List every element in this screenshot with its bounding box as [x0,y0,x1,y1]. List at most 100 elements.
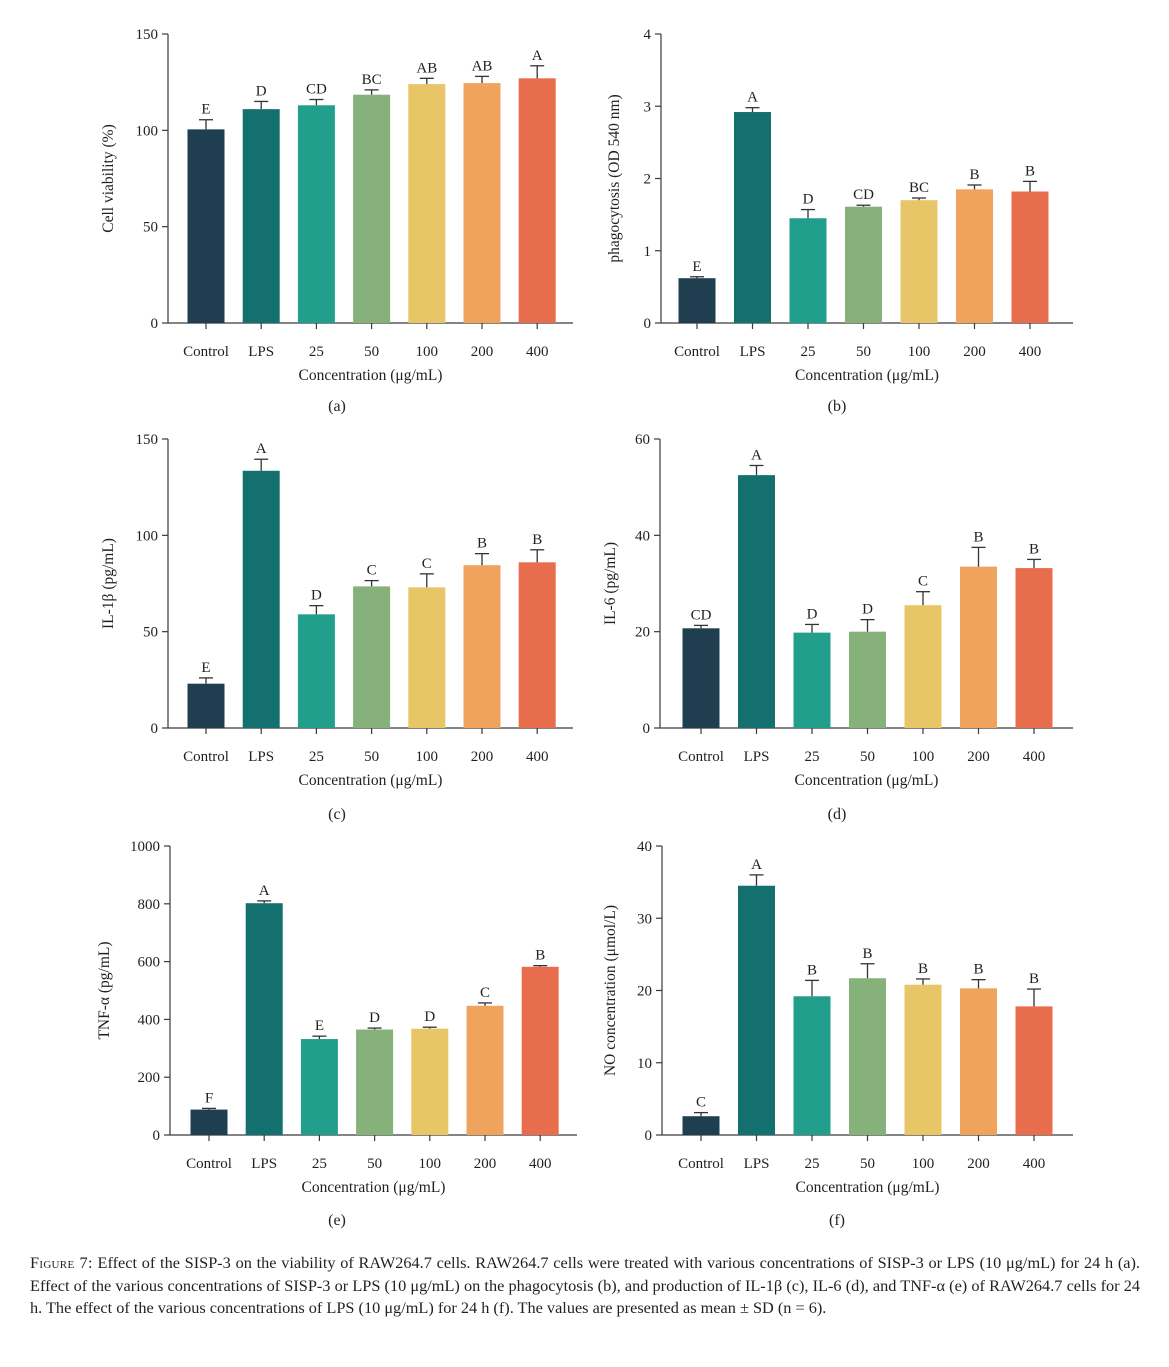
significance-letter: BC [909,180,929,196]
panel-label-d: (d) [827,806,847,823]
bar [793,996,831,1135]
chart-c-svg: 0 50 100 150 E Control A LPS D 25 C 50 C 100 B 200 B 400 C… [100,432,573,789]
y-tick-label: 0 [643,721,651,737]
bar [297,614,335,728]
x-tick-label: 200 [474,1156,497,1172]
x-tick-label: 200 [471,344,494,360]
significance-letter: D [862,602,873,618]
x-tick-label: LPS [248,344,274,360]
x-tick-label: LPS [740,344,766,360]
chart-panel-f: 0 10 20 30 40 C Control A LPS B 25 B 50 B 100 B 200 B 400 C… [495,812,1079,1229]
bar [190,1109,228,1135]
x-tick-label: 100 [912,1156,935,1172]
y-tick-label: 1000 [130,839,160,855]
chart-panel-a: 0 50 100 150 E Control D LPS CD 25 BC 50 AB 100 AB 200 A… [0,0,584,415]
significance-letter: CD [853,187,874,203]
chart-e-svg: 0 200 400 600 800 1000 F Control A LPS E 25 D 50 D 100 C… [96,839,577,1196]
significance-letter: C [918,574,928,590]
x-tick-label: 400 [1023,1156,1046,1172]
y-tick-label: 40 [635,528,650,544]
bar [356,1029,394,1135]
bar [682,1116,720,1135]
y-axis-title: phagocytosis (OD 540 nm) [606,94,623,262]
significance-letter: C [422,556,432,572]
y-tick-label: 0 [153,1128,161,1144]
x-tick-label: LPS [744,749,770,765]
y-tick-label: 20 [637,984,652,1000]
significance-letter: AB [416,60,437,76]
bar [793,632,831,728]
x-axis-title: Concentration (μg/mL) [302,1179,446,1196]
significance-letter: E [201,660,210,676]
x-tick-label: 50 [364,749,379,765]
y-tick-label: 100 [136,528,159,544]
significance-letter: B [918,961,928,977]
x-axis-title: Concentration (μg/mL) [796,1179,940,1196]
significance-letter: D [807,606,818,622]
significance-letter: A [751,447,762,463]
y-tick-label: 4 [644,27,652,43]
significance-letter: C [367,563,377,579]
x-tick-label: 50 [860,1156,875,1172]
y-tick-label: 150 [136,27,159,43]
y-tick-label: 150 [136,432,159,448]
significance-letter: D [803,192,814,208]
x-tick-label: 50 [364,344,379,360]
y-tick-label: 60 [635,432,650,448]
y-tick-label: 100 [136,123,159,139]
x-tick-label: Control [678,1156,724,1172]
y-axis-title: IL-6 (pg/mL) [602,542,619,625]
bar [956,189,993,323]
significance-letter: B [973,529,983,545]
significance-letter: BC [362,72,382,88]
significance-letter: B [807,962,817,978]
significance-letter: D [424,1009,435,1025]
bar [904,605,942,728]
x-tick-label: 400 [526,749,549,765]
bar [353,586,391,728]
significance-letter: F [205,1090,213,1106]
bar [408,587,446,728]
x-tick-label: 25 [801,344,816,360]
x-tick-label: 100 [416,749,439,765]
y-axis-title: TNF-α (pg/mL) [96,941,113,1039]
bar [300,1039,338,1135]
bar [682,628,720,728]
x-tick-label: 400 [526,344,549,360]
significance-letter: B [973,962,983,978]
panel-label-b: (b) [827,398,847,415]
x-tick-label: 25 [805,749,820,765]
x-tick-label: 200 [963,344,986,360]
significance-letter: A [751,857,762,873]
x-tick-label: LPS [248,749,274,765]
significance-letter: C [480,985,490,1001]
significance-letter: AB [472,58,493,74]
x-tick-label: 100 [419,1156,442,1172]
significance-letter: B [1025,163,1035,179]
chart-f-svg: 0 10 20 30 40 C Control A LPS B 25 B 50 B 100 B 200 B 400 C… [602,839,1073,1196]
bar [904,984,942,1135]
bar [521,966,559,1135]
x-tick-label: 50 [367,1156,382,1172]
x-tick-label: Control [183,344,229,360]
y-tick-label: 400 [138,1012,161,1028]
bar [242,470,280,728]
y-tick-label: 50 [143,220,158,236]
x-axis-title: Concentration (μg/mL) [795,772,939,789]
bar [960,988,997,1135]
bar [463,565,501,728]
x-tick-label: 100 [912,749,935,765]
bar [187,683,225,728]
bar [1015,1006,1053,1135]
x-tick-label: 25 [805,1156,820,1172]
y-tick-label: 0 [645,1128,653,1144]
bar [678,278,716,323]
x-tick-label: 25 [312,1156,327,1172]
bar [463,83,501,323]
y-tick-label: 600 [138,955,161,971]
significance-letter: A [747,90,758,106]
significance-letter: B [477,536,487,552]
significance-letter: D [311,588,322,604]
chart-panel-c: 0 50 100 150 E Control A LPS D 25 C 50 C 100 B 200 B 400 C… [0,405,584,823]
x-axis-title: Concentration (μg/mL) [795,367,939,384]
